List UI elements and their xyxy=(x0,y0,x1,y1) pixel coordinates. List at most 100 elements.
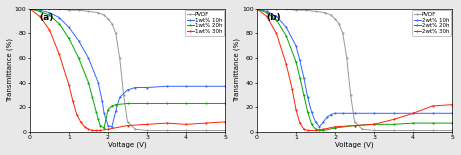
1wt% 20h xyxy=(56,23,62,25)
1wt% 30h xyxy=(66,84,72,86)
2wt% 10h xyxy=(371,112,377,114)
2wt% 10h xyxy=(313,121,318,123)
PVDF xyxy=(144,130,150,131)
Line: PVDF: PVDF xyxy=(256,8,453,131)
2wt% 20h xyxy=(317,130,322,131)
2wt% 30h xyxy=(313,130,318,131)
2wt% 10h xyxy=(352,112,357,114)
Text: (b): (b) xyxy=(267,13,281,22)
PVDF xyxy=(340,33,346,34)
2wt% 30h xyxy=(410,112,416,114)
2wt% 30h xyxy=(297,122,303,124)
2wt% 10h xyxy=(449,112,455,114)
1wt% 10h xyxy=(109,126,115,128)
1wt% 10h xyxy=(86,57,91,59)
1wt% 20h xyxy=(95,118,101,120)
1wt% 30h xyxy=(74,114,80,115)
PVDF xyxy=(284,8,289,10)
1wt% 20h xyxy=(164,102,169,104)
X-axis label: Voltage (V): Voltage (V) xyxy=(335,142,374,148)
1wt% 30h xyxy=(183,123,189,125)
PVDF xyxy=(344,57,349,59)
Y-axis label: Transmittance (%): Transmittance (%) xyxy=(234,38,241,102)
PVDF xyxy=(328,14,334,16)
PVDF xyxy=(109,23,115,25)
1wt% 20h xyxy=(125,102,130,104)
1wt% 30h xyxy=(97,130,103,131)
2wt% 20h xyxy=(449,122,455,124)
2wt% 30h xyxy=(332,126,338,128)
2wt% 30h xyxy=(284,63,289,65)
PVDF xyxy=(449,130,455,131)
X-axis label: Voltage (V): Voltage (V) xyxy=(108,142,147,148)
1wt% 30h xyxy=(144,123,150,125)
1wt% 30h xyxy=(82,126,87,128)
PVDF xyxy=(101,14,107,16)
2wt% 20h xyxy=(391,123,396,125)
1wt% 20h xyxy=(27,8,33,10)
2wt% 30h xyxy=(254,8,260,10)
1wt% 10h xyxy=(76,40,82,42)
PVDF xyxy=(125,121,130,123)
Legend: PVDF, 2wt% 10h, 2wt% 20h, 2wt% 30h: PVDF, 2wt% 10h, 2wt% 20h, 2wt% 30h xyxy=(413,10,451,36)
1wt% 30h xyxy=(47,29,52,31)
2wt% 10h xyxy=(340,112,346,114)
2wt% 10h xyxy=(297,60,303,61)
2wt% 30h xyxy=(371,123,377,125)
2wt% 10h xyxy=(328,114,334,115)
1wt% 30h xyxy=(222,121,228,123)
1wt% 30h xyxy=(125,125,130,126)
PVDF xyxy=(133,128,138,130)
PVDF xyxy=(95,12,101,13)
2wt% 30h xyxy=(264,15,270,17)
PVDF xyxy=(293,9,299,11)
PVDF xyxy=(254,8,260,10)
2wt% 20h xyxy=(309,123,314,125)
2wt% 10h xyxy=(274,15,279,17)
Line: PVDF: PVDF xyxy=(29,8,226,131)
PVDF xyxy=(66,9,72,11)
2wt% 10h xyxy=(391,112,396,114)
1wt% 20h xyxy=(94,111,99,113)
Line: 1wt% 10h: 1wt% 10h xyxy=(29,8,226,128)
1wt% 20h xyxy=(89,96,95,98)
1wt% 10h xyxy=(133,87,138,89)
1wt% 20h xyxy=(101,127,107,129)
1wt% 10h xyxy=(37,9,42,11)
2wt% 30h xyxy=(320,128,326,130)
2wt% 10h xyxy=(430,112,435,114)
PVDF xyxy=(86,11,91,12)
PVDF xyxy=(410,130,416,131)
PVDF xyxy=(332,18,338,20)
2wt% 20h xyxy=(254,8,260,10)
1wt% 20h xyxy=(66,38,72,39)
1wt% 10h xyxy=(183,85,189,87)
1wt% 10h xyxy=(105,125,111,126)
PVDF xyxy=(164,130,169,131)
Legend: PVDF, 1wt% 10h, 1wt% 20h, 1wt% 30h: PVDF, 1wt% 10h, 1wt% 20h, 1wt% 30h xyxy=(185,10,224,36)
2wt% 20h xyxy=(284,35,289,37)
1wt% 20h xyxy=(183,102,189,104)
2wt% 20h xyxy=(264,12,270,13)
1wt% 30h xyxy=(94,130,99,131)
1wt% 10h xyxy=(27,8,33,10)
2wt% 10h xyxy=(410,112,416,114)
1wt% 20h xyxy=(47,14,52,16)
2wt% 30h xyxy=(352,125,357,126)
PVDF xyxy=(76,9,82,11)
2wt% 20h xyxy=(320,130,326,131)
1wt% 20h xyxy=(109,105,115,107)
1wt% 10h xyxy=(203,85,208,87)
1wt% 20h xyxy=(37,11,42,12)
1wt% 10h xyxy=(222,85,228,87)
PVDF xyxy=(121,94,126,96)
1wt% 10h xyxy=(56,17,62,18)
PVDF xyxy=(203,130,208,131)
1wt% 30h xyxy=(56,53,62,55)
PVDF xyxy=(313,11,318,12)
2wt% 30h xyxy=(391,118,396,120)
2wt% 20h xyxy=(293,61,299,63)
Line: 2wt% 10h: 2wt% 10h xyxy=(256,8,453,128)
2wt% 30h xyxy=(301,128,307,130)
2wt% 30h xyxy=(293,109,299,111)
